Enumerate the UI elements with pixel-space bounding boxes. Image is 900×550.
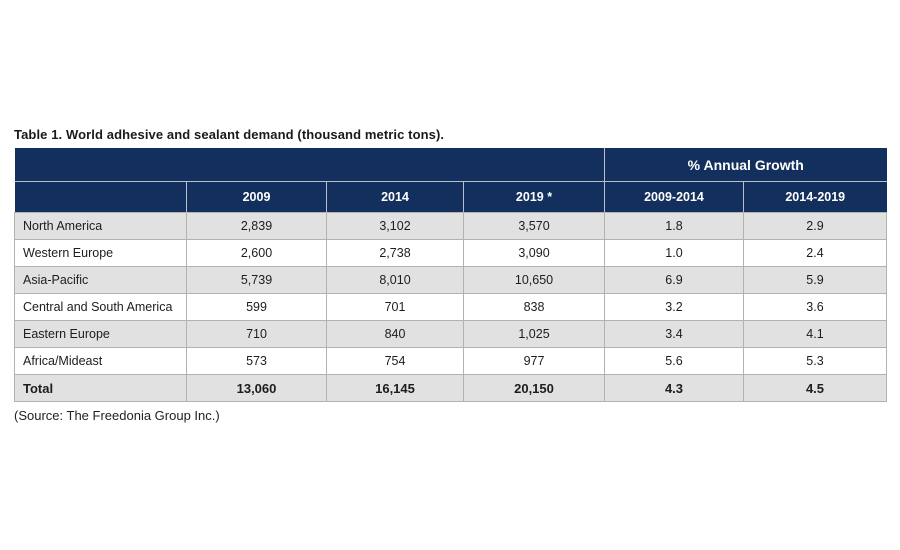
value-cell: 5,739 [186,266,327,294]
column-header: 2014-2019 [743,181,887,213]
figure-content: Table 1. World adhesive and sealant dema… [14,127,887,424]
value-cell: 4.3 [604,374,744,402]
value-cell: 599 [186,293,327,321]
column-header: 2009-2014 [604,181,744,213]
value-cell: 3.4 [604,320,744,348]
region-cell: Western Europe [14,239,187,267]
value-cell: 20,150 [463,374,605,402]
source-note: (Source: The Freedonia Group Inc.) [14,408,220,423]
value-cell: 4.5 [743,374,887,402]
region-cell: Central and South America [14,293,187,321]
region-cell: Eastern Europe [14,320,187,348]
region-cell: Total [14,374,187,402]
value-cell: 840 [326,320,464,348]
region-cell: Africa/Mideast [14,347,187,375]
value-cell: 3,090 [463,239,605,267]
annual-growth-header: % Annual Growth [604,148,887,182]
value-cell: 3,102 [326,212,464,240]
column-header: 2019 * [463,181,605,213]
demand-table: % Annual Growth 2009 2014 2019 * 2009-2014 2… [14,148,887,402]
table-body: North America 2,839 3,102 3,570 1.8 2.9 Wester… [14,212,887,402]
value-cell: 5.6 [604,347,744,375]
value-cell: 5.3 [743,347,887,375]
column-header: 2014 [326,181,464,213]
value-cell: 16,145 [326,374,464,402]
value-cell: 2,600 [186,239,327,267]
value-cell: 3.6 [743,293,887,321]
value-cell: 754 [326,347,464,375]
value-cell: 5.9 [743,266,887,294]
value-cell: 977 [463,347,605,375]
table-header: % Annual Growth 2009 2014 2019 * 2009-2014 2… [14,148,887,213]
value-cell: 10,650 [463,266,605,294]
value-cell: 4.1 [743,320,887,348]
table-row: Eastern Europe 710 840 1,025 3.4 4.1 [14,320,887,348]
value-cell: 1.8 [604,212,744,240]
value-cell: 3,570 [463,212,605,240]
value-cell: 2,839 [186,212,327,240]
value-cell: 2.4 [743,239,887,267]
region-cell: North America [14,212,187,240]
table-row: Western Europe 2,600 2,738 3,090 1.0 2.4 [14,239,887,267]
value-cell: 1,025 [463,320,605,348]
region-column-header [14,181,187,213]
table-row: Asia-Pacific 5,739 8,010 10,650 6.9 5.9 [14,266,887,294]
table-caption: Table 1. World adhesive and sealant dema… [14,127,445,142]
group-header-row: % Annual Growth [14,148,887,182]
value-cell: 838 [463,293,605,321]
table-row: Africa/Mideast 573 754 977 5.6 5.3 [14,347,887,375]
value-cell: 2,738 [326,239,464,267]
value-cell: 701 [326,293,464,321]
column-header-row: 2009 2014 2019 * 2009-2014 2014-2019 [14,181,887,213]
value-cell: 2.9 [743,212,887,240]
column-header: 2009 [186,181,327,213]
region-cell: Asia-Pacific [14,266,187,294]
header-spacer [14,148,605,182]
value-cell: 13,060 [186,374,327,402]
table-row: Central and South America 599 701 838 3.2 3.6 [14,293,887,321]
value-cell: 3.2 [604,293,744,321]
value-cell: 710 [186,320,327,348]
value-cell: 1.0 [604,239,744,267]
table-row: Total 13,060 16,145 20,150 4.3 4.5 [14,374,887,402]
value-cell: 8,010 [326,266,464,294]
value-cell: 573 [186,347,327,375]
table-row: North America 2,839 3,102 3,570 1.8 2.9 [14,212,887,240]
value-cell: 6.9 [604,266,744,294]
